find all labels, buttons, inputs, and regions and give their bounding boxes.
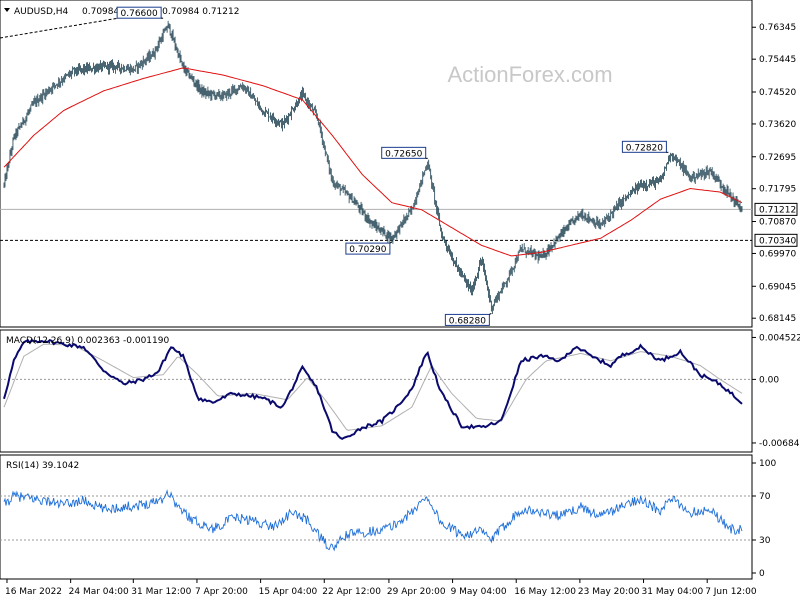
- y-tick-label: 0.69970: [759, 249, 796, 259]
- y-tick: 0.76345: [752, 23, 796, 33]
- x-tick: 22 Apr 12:00: [322, 579, 381, 597]
- y-tick: 0.69045: [752, 282, 796, 292]
- x-tick-label: 29 Apr 20:00: [387, 587, 446, 597]
- price-annotation: 0.76600: [116, 6, 164, 19]
- price-annotation: 0.70290: [345, 241, 393, 255]
- macd-y-tick-label: 0.004522: [759, 333, 800, 343]
- y-tick: 0.75445: [752, 55, 796, 65]
- x-tick: 29 Apr 20:00: [387, 579, 446, 597]
- x-tick: 16 May 12:00: [514, 579, 576, 597]
- macd-y-tick: -0.006848: [752, 439, 800, 449]
- price-annotation: 0.72820: [621, 140, 669, 153]
- rsi-y-tick: 30: [752, 536, 771, 546]
- x-tick-label: 23 May 20:00: [578, 587, 640, 597]
- price-annotation: 0.72650: [381, 146, 428, 159]
- x-tick: 16 Mar 2022: [5, 579, 62, 597]
- macd-signal-line: [3, 343, 743, 431]
- current-price-tag: 0.71212: [754, 202, 798, 216]
- rsi-y-tick-label: 70: [759, 492, 771, 502]
- x-tick-label: 7 Jun 12:00: [705, 587, 757, 597]
- rsi-panel: [0, 454, 753, 580]
- price-bars: [3, 20, 743, 315]
- y-tick-label: 0.70870: [759, 218, 796, 228]
- rsi-line: [0, 489, 752, 552]
- price-panel: [0, 0, 753, 328]
- annotation-label: 0.72820: [626, 143, 663, 153]
- rsi-y-tick: 100: [752, 459, 776, 469]
- x-tick: 24 Mar 04:00: [69, 579, 129, 597]
- y-tick: 0.72695: [752, 153, 796, 163]
- x-tick-label: 22 Apr 12:00: [322, 587, 381, 597]
- x-tick-label: 7 Apr 20:00: [195, 587, 248, 597]
- macd-lines: [0, 338, 752, 441]
- dropdown-triangle-icon[interactable]: [4, 8, 10, 12]
- macd-y-tick-label: -0.006848: [759, 439, 800, 449]
- rsi-y-tick: 0: [752, 569, 765, 579]
- annotation-label: 0.76600: [121, 9, 158, 19]
- moving-average: [3, 67, 743, 257]
- macd-label: MACD(12,26,9) 0.002363 -0.001190: [6, 336, 169, 346]
- y-tick-label: 0.69045: [759, 282, 796, 292]
- x-tick-label: 31 Mar 12:00: [131, 587, 191, 597]
- rsi-y-tick-label: 0: [759, 569, 765, 579]
- y-tick-label: 0.71795: [759, 185, 796, 195]
- macd-y-tick: 0.00: [752, 375, 779, 385]
- price-levels: [0, 17, 752, 241]
- ma-line: [3, 67, 743, 257]
- support-level-tag: 0.70340: [754, 233, 798, 247]
- macd-y-tick: 0.004522: [752, 333, 800, 343]
- rsi-y-tick-label: 100: [759, 459, 776, 469]
- y-tick: 0.73620: [752, 120, 796, 130]
- macd-main-line: [3, 338, 743, 441]
- x-tick: 23 May 20:00: [578, 579, 640, 597]
- y-tick-label: 0.76345: [759, 23, 796, 33]
- y-tick-label: 0.73620: [759, 120, 796, 130]
- x-tick-label: 31 May 04:00: [642, 587, 704, 597]
- x-tick-label: 9 May 04:00: [451, 587, 507, 597]
- x-tick-label: 16 May 12:00: [514, 587, 576, 597]
- y-tick-label: 0.75445: [759, 55, 796, 65]
- symbol-label: AUDUSD,H4: [14, 7, 69, 17]
- rsi-y-tick: 70: [752, 492, 771, 502]
- annotation-label: 0.70290: [349, 245, 386, 255]
- x-tick: 9 May 04:00: [451, 579, 507, 597]
- price-annotation: 0.68280: [444, 312, 492, 326]
- x-tick: 7 Apr 20:00: [195, 579, 248, 597]
- y-tick: 0.70870: [752, 218, 796, 228]
- x-tick-label: 16 Mar 2022: [5, 587, 62, 597]
- y-tick-label: 0.68145: [759, 314, 796, 324]
- support-level-label: 0.70340: [759, 236, 796, 246]
- y-tick-label: 0.74520: [759, 88, 796, 98]
- y-tick-label: 0.72695: [759, 153, 796, 163]
- rsi-series-line: [3, 489, 743, 552]
- annotation-label: 0.68280: [449, 316, 486, 326]
- x-tick: 15 Apr 04:00: [259, 579, 318, 597]
- macd-y-tick-label: 0.00: [759, 375, 779, 385]
- x-tick: 7 Jun 12:00: [705, 579, 757, 597]
- annotation-label: 0.72650: [385, 149, 422, 159]
- x-tick: 31 Mar 12:00: [131, 579, 192, 597]
- x-axis: 16 Mar 2022 24 Mar 04:00 31 Mar 12:00 7 Apr…: [5, 579, 757, 597]
- current-price-label: 0.71212: [759, 205, 796, 215]
- y-tick: 0.69970: [752, 249, 796, 259]
- x-tick-label: 24 Mar 04:00: [69, 587, 129, 597]
- y-tick: 0.71795: [752, 185, 796, 195]
- macd-panel: [0, 329, 753, 453]
- watermark-text: ActionForex.com: [447, 62, 612, 87]
- x-tick: 31 May 04:00: [642, 579, 704, 597]
- macd-y-axis: 0.004522 0.00 -0.006848: [752, 333, 800, 449]
- price-y-axis: 0.76345 0.75445 0.74520 0.73620 0.72695 0.717…: [752, 23, 798, 324]
- rsi-y-axis: 100 70 30 0: [752, 459, 776, 579]
- y-tick: 0.74520: [752, 88, 796, 98]
- price-annotations: 0.76600 0.72650 0.70290 0.68280 0.72820: [116, 6, 669, 326]
- x-tick-label: 15 Apr 04:00: [259, 587, 318, 597]
- y-tick: 0.68145: [752, 314, 796, 324]
- rsi-y-tick-label: 30: [759, 536, 771, 546]
- rsi-label: RSI(14) 39.1042: [6, 461, 79, 471]
